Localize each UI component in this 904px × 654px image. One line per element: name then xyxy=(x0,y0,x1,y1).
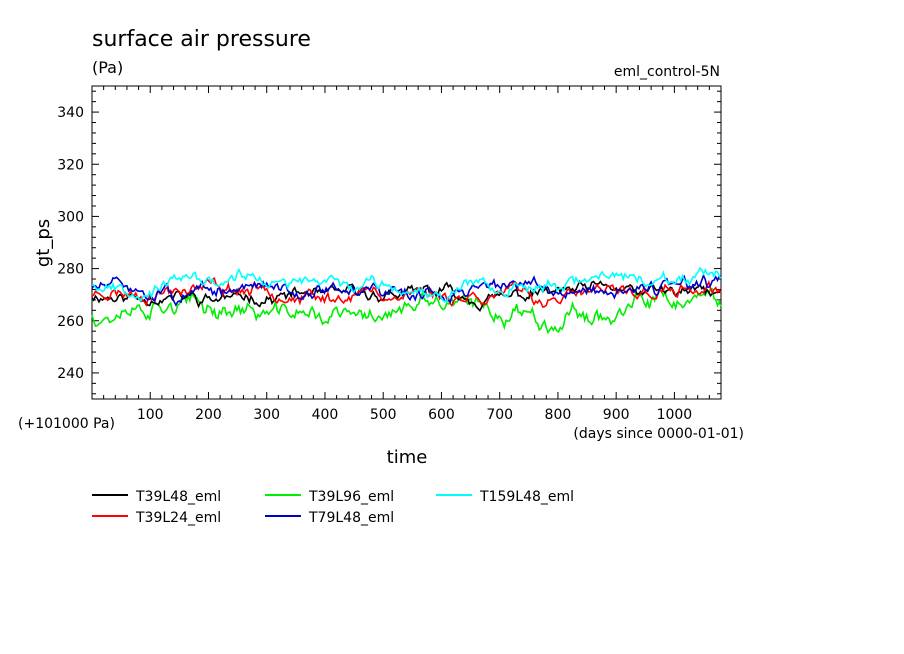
y-axis-label: gt_ps xyxy=(33,219,54,267)
x-tick-label: 400 xyxy=(312,407,339,423)
x-tick-label: 100 xyxy=(137,407,164,423)
series-line-T79L48_eml xyxy=(91,273,722,307)
plot-area: 100 200 300 400 500 600 700 800 900 1000 240 260 28… xyxy=(57,85,722,423)
x-units-label: (days since 0000-01-01) xyxy=(573,426,744,442)
experiment-label: eml_control-5N xyxy=(614,64,720,80)
legend: T39L48_eml T39L24_eml T39L96_eml T79L48_eml… xyxy=(92,489,574,526)
minor-ticks xyxy=(92,86,721,399)
x-tick-label: 200 xyxy=(195,407,222,423)
chart-units: (Pa) xyxy=(92,58,123,77)
y-tick-label: 240 xyxy=(57,366,84,382)
y-tick-label: 300 xyxy=(57,209,84,225)
chart-title: surface air pressure xyxy=(92,27,311,52)
x-tick-label: 800 xyxy=(545,407,572,423)
x-tick-label: 500 xyxy=(370,407,397,423)
series-line-T159L48_eml xyxy=(91,266,722,304)
plot-frame xyxy=(91,85,722,400)
y-tick-labels: 240 260 280 300 320 340 xyxy=(57,105,84,382)
series-group xyxy=(91,266,722,335)
legend-label-T39L48_eml: T39L48_eml xyxy=(135,489,221,505)
y-tick-label: 280 xyxy=(57,262,84,278)
y-tick-label: 320 xyxy=(57,157,84,173)
series-line-T39L48_eml xyxy=(91,280,722,312)
y-tick-label: 260 xyxy=(57,314,84,330)
x-tick-label: 300 xyxy=(253,407,280,423)
series-line-T39L96_eml xyxy=(91,287,722,335)
x-tick-label: 700 xyxy=(486,407,513,423)
legend-label-T79L48_eml: T79L48_eml xyxy=(308,510,394,526)
x-tick-label: 1000 xyxy=(657,407,693,423)
legend-label-T39L96_eml: T39L96_eml xyxy=(308,489,394,505)
x-tick-label: 900 xyxy=(603,407,630,423)
x-axis-label: time xyxy=(387,447,428,468)
y-offset-label: (+101000 Pa) xyxy=(18,416,115,432)
legend-label-T159L48_eml: T159L48_eml xyxy=(479,489,574,505)
y-tick-label: 340 xyxy=(57,105,84,121)
x-tick-labels: 100 200 300 400 500 600 700 800 900 1000 xyxy=(137,407,692,423)
x-tick-label: 600 xyxy=(428,407,455,423)
legend-label-T39L24_eml: T39L24_eml xyxy=(135,510,221,526)
